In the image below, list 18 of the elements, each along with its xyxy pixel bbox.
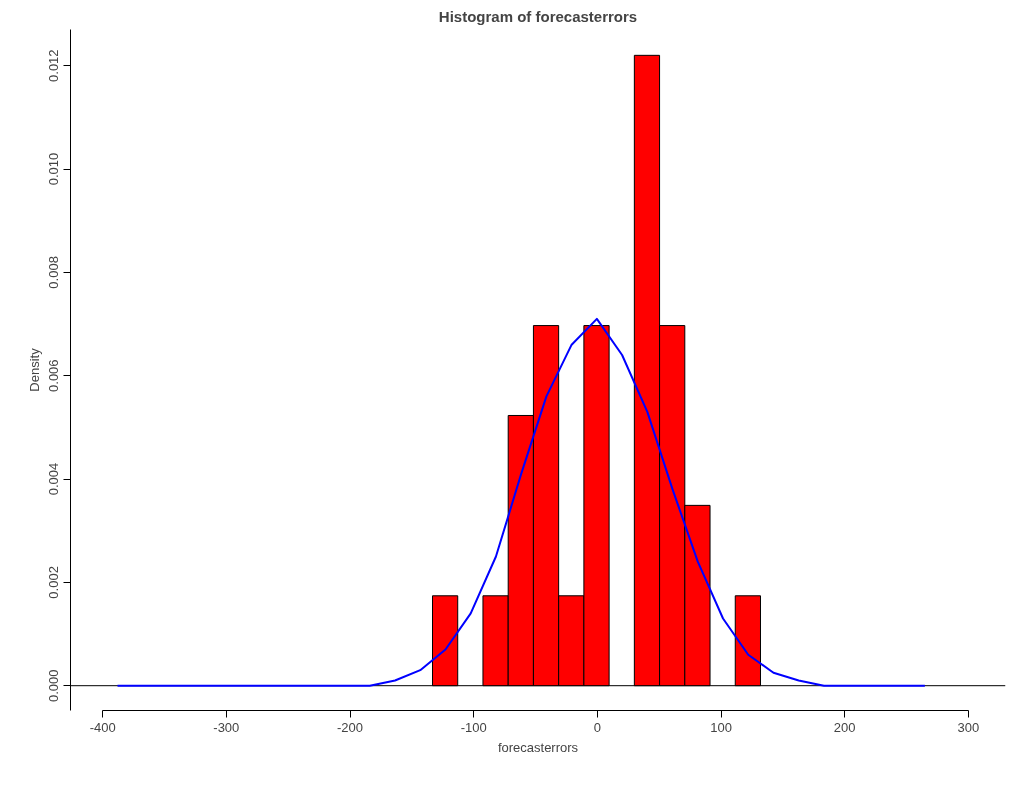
chart-title: Histogram of forecasterrors [438,7,638,25]
y-tick-label: 0.006 [46,359,62,392]
y-tick-label: 0.000 [46,669,62,702]
y-tick-label: 0.008 [46,256,62,289]
y-axis-title: Density [26,347,42,392]
x-tick-label: 300 [957,719,980,735]
x-tick-label: -100 [460,719,487,735]
x-tick-label: 0 [593,719,601,735]
y-tick-label: 0.004 [46,462,62,496]
x-tick-label: -300 [213,719,240,735]
y-tick-label: 0.012 [46,49,62,82]
y-tick-label: 0.002 [46,566,62,599]
x-axis-title: forecasterrors [497,739,579,755]
y-tick-label: 0.010 [46,152,62,186]
x-tick-label: 200 [833,719,856,735]
x-tick-label: -200 [337,719,364,735]
x-tick-label: 100 [710,719,732,735]
x-tick-label: -400 [89,719,116,735]
